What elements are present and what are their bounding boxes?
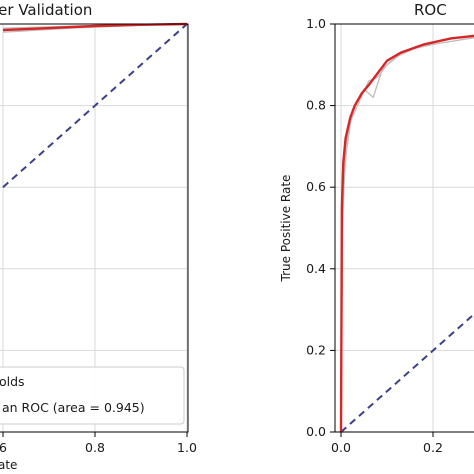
legend-entry-folds: olds [0, 374, 25, 389]
x-tick-label: 0.0 [331, 440, 351, 455]
left-x-ticks: 6 0.8 1.0 [0, 432, 197, 455]
x-tick-label: 1.0 [177, 440, 197, 455]
right-y-axis-label: True Positive Rate [279, 175, 293, 283]
y-tick-label: 0.8 [306, 98, 326, 113]
y-tick-label: 0.6 [306, 179, 326, 194]
y-tick-label: 1.0 [306, 16, 326, 31]
x-tick-label: 0.8 [85, 440, 105, 455]
left-chance-diagonal [2, 23, 188, 188]
right-chart-title: ROC [414, 1, 447, 19]
legend-box [0, 366, 185, 425]
right-plot-area [335, 24, 474, 432]
y-tick-label: 0.2 [306, 342, 326, 357]
right-x-ticks: 0.0 0.2 [331, 432, 443, 455]
left-axes-frame [0, 23, 189, 433]
y-tick-label: 0.0 [306, 424, 326, 439]
right-y-ticks: 0.0 0.2 0.4 0.6 0.8 1.0 [306, 16, 335, 439]
y-tick-label: 0.4 [306, 261, 326, 276]
left-roc-panel: ier Validation olds an ROC (area = 0.945… [0, 1, 197, 472]
left-plot-area [0, 24, 188, 432]
left-legend: olds an ROC (area = 0.945) [0, 366, 185, 425]
left-x-axis-label: ate [0, 458, 17, 472]
right-mean-roc-line [339, 34, 474, 433]
legend-entry-mean-roc: an ROC (area = 0.945) [2, 400, 145, 415]
right-chance-diagonal [340, 312, 474, 433]
x-tick-label: 6 [0, 440, 7, 455]
x-tick-label: 0.2 [423, 440, 443, 455]
left-mean-roc-line [2, 22, 188, 32]
left-chart-title: ier Validation [0, 1, 92, 19]
right-roc-panel: ROC 0.0 0.2 0.4 0.6 0.8 1.0 0.0 0.2 True… [279, 1, 474, 455]
